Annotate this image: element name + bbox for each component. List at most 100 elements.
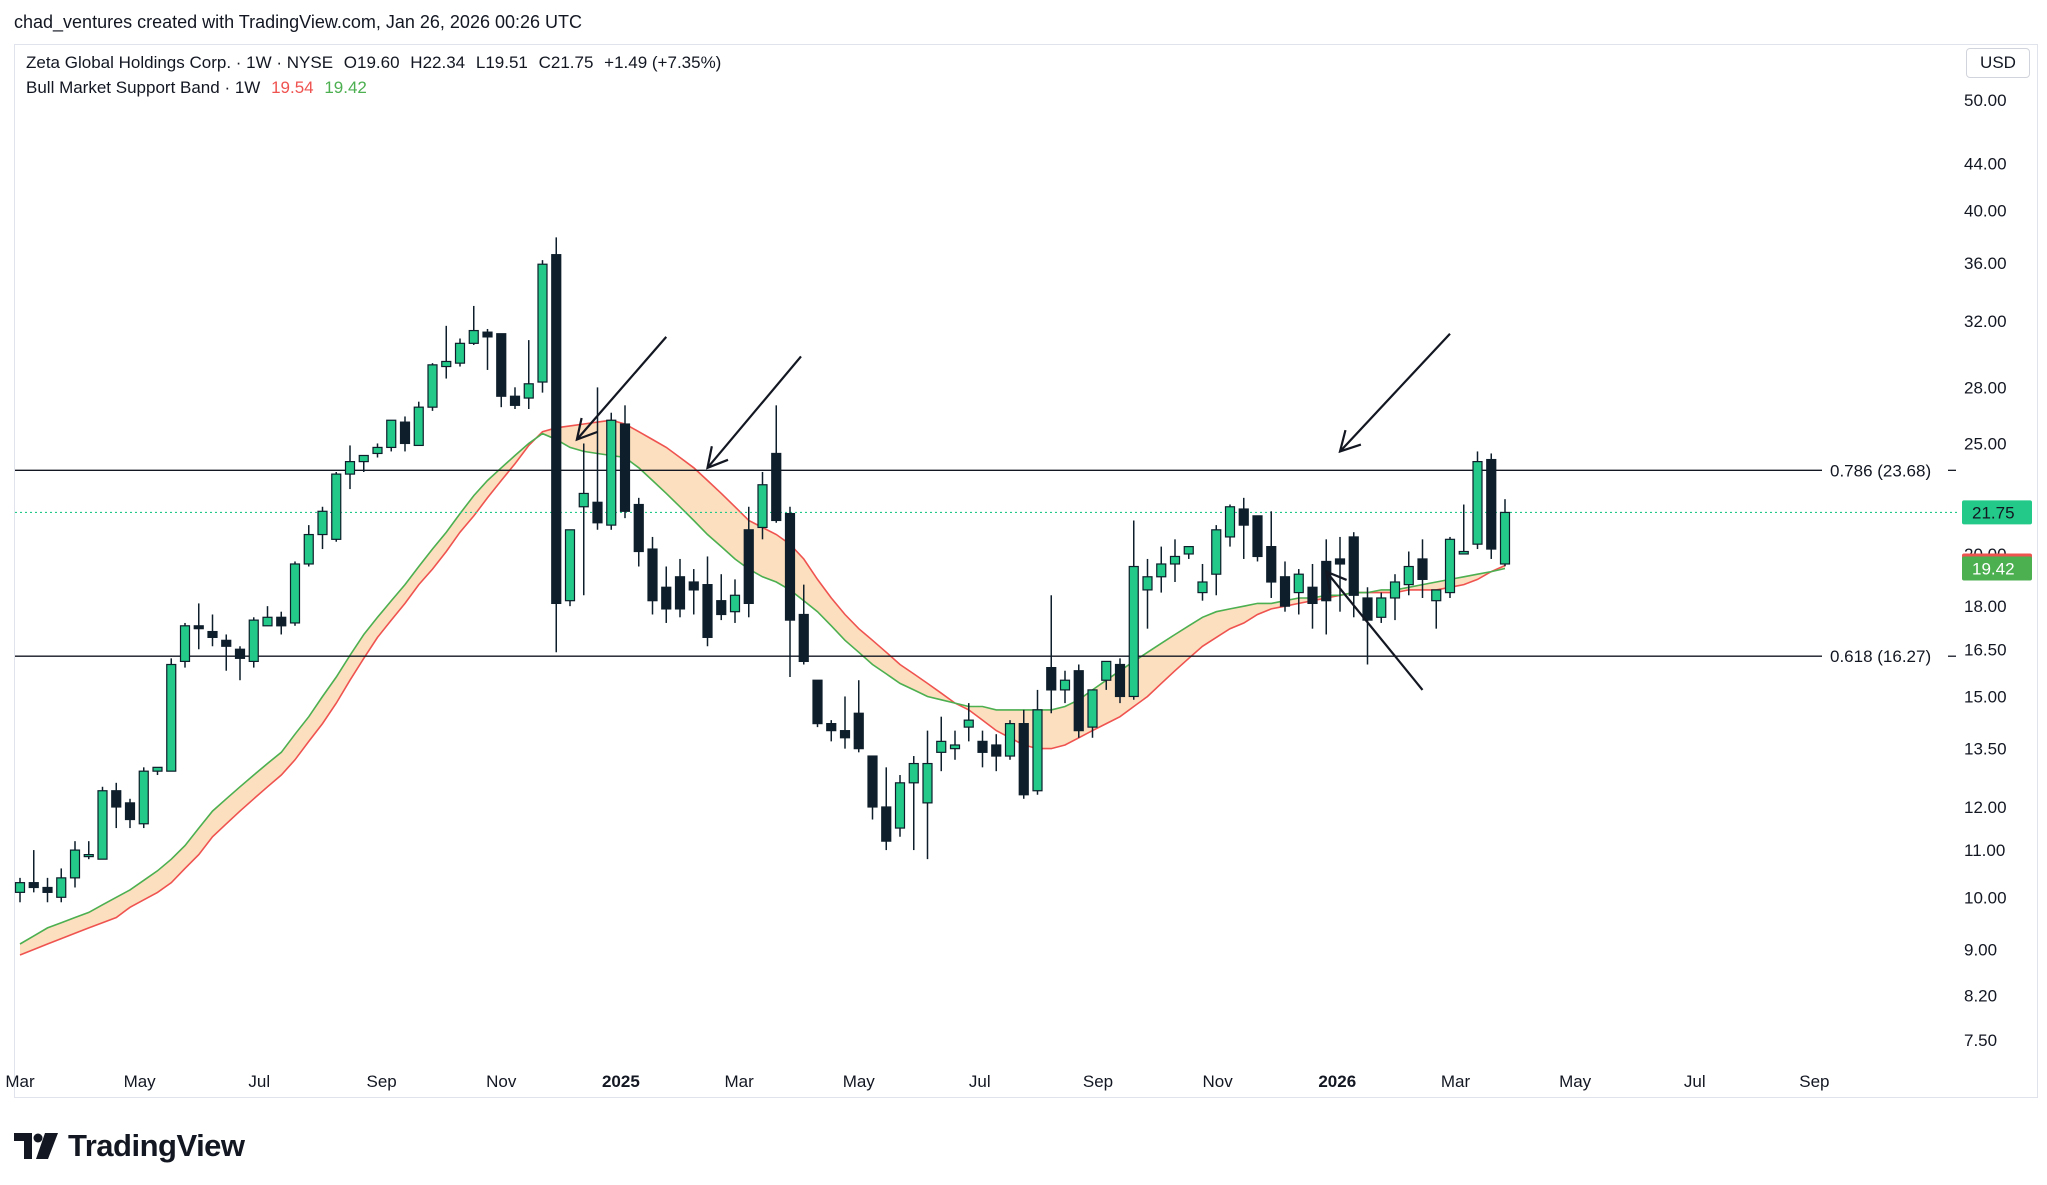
arrow-head <box>575 417 598 442</box>
arrow-head <box>1324 569 1348 594</box>
candle-body-up <box>1458 550 1469 555</box>
candle <box>523 340 534 410</box>
legend-symbol: Zeta Global Holdings Corp. · 1W · NYSE <box>26 53 334 72</box>
x-axis-tick-label: 2025 <box>602 1072 640 1091</box>
candle-body-up <box>1142 576 1153 591</box>
candle <box>56 868 67 903</box>
candle-body-up <box>963 719 974 728</box>
candle <box>1348 532 1359 618</box>
annotation-arrow <box>1324 569 1424 691</box>
candle <box>221 634 232 671</box>
candle-body-up <box>1032 709 1043 792</box>
candle <box>1087 689 1098 738</box>
candle-body-down <box>688 581 699 591</box>
legend-close: C21.75 <box>538 53 594 72</box>
candle <box>509 387 521 410</box>
x-axis-tick-label: Mar <box>1441 1072 1471 1091</box>
candle-body-up <box>248 619 259 663</box>
chart-legend: Zeta Global Holdings Corp. · 1W · NYSE O… <box>26 50 721 100</box>
candle-body-up <box>564 529 576 602</box>
candle <box>234 646 246 681</box>
candle-body-down <box>1073 670 1084 732</box>
candle <box>1321 539 1332 635</box>
candle-body-down <box>482 331 493 338</box>
currency-button[interactable]: USD <box>1966 48 2030 78</box>
legend-indicator-name: Bull Market Support Band · 1W <box>26 78 261 97</box>
candle-body-down <box>42 886 53 893</box>
candle <box>661 566 672 623</box>
x-axis-tick-label: Mar <box>724 1072 754 1091</box>
candle-body-down <box>28 882 39 889</box>
candle <box>386 419 397 452</box>
candle-body-up <box>303 533 314 565</box>
candle <box>427 363 438 411</box>
candle-body-down <box>661 586 672 610</box>
candle-body-down <box>276 616 287 627</box>
x-axis-tick-label: May <box>1559 1072 1592 1091</box>
candle <box>1376 592 1387 623</box>
candle-body-up <box>757 484 768 529</box>
candle-body-down <box>1334 558 1346 565</box>
brand-text: TradingView <box>68 1128 245 1163</box>
candle-body-down <box>399 421 411 445</box>
y-axis-tick-label: 13.50 <box>1964 740 2007 759</box>
candle-body-up <box>358 454 369 463</box>
candle <box>1252 515 1263 562</box>
candle-body-up <box>14 882 26 893</box>
fib-level-label: 0.786 (23.68) <box>1830 461 1931 480</box>
candle-body-down <box>592 501 603 524</box>
x-axis-tick-label: Sep <box>1799 1072 1829 1091</box>
candle <box>812 679 823 728</box>
price-badge <box>1962 500 2032 525</box>
candle-body-up <box>1128 565 1139 698</box>
candle-body-down <box>1279 576 1291 607</box>
arrow-head <box>1338 429 1362 454</box>
arrow-head <box>706 446 729 470</box>
candle-body-down <box>812 679 823 725</box>
candle <box>152 766 163 776</box>
candle <box>716 574 727 621</box>
candle <box>702 556 713 647</box>
candle-body-up <box>1087 689 1098 728</box>
candle <box>303 525 314 567</box>
attribution-text: chad_ventures created with TradingView.c… <box>14 12 583 32</box>
candle <box>138 767 149 829</box>
candle-body-down <box>881 806 892 842</box>
candle <box>1032 689 1043 795</box>
candle-body-down <box>1348 536 1359 596</box>
candle-body-down <box>1266 545 1277 583</box>
candle-body-down <box>1018 723 1029 796</box>
candle <box>1472 451 1483 550</box>
candle-body-down <box>124 802 136 821</box>
candle-body-up <box>262 616 273 627</box>
candle <box>262 606 273 627</box>
candle <box>537 260 548 393</box>
candle <box>1197 563 1208 601</box>
candle-body-up <box>413 406 424 447</box>
candle-body-down <box>839 730 851 739</box>
candle-body-up <box>166 663 177 772</box>
x-axis-tick-label: May <box>124 1072 157 1091</box>
candle <box>826 720 837 742</box>
legend-low: L19.51 <box>475 53 528 72</box>
legend-high: H22.34 <box>410 53 466 72</box>
y-axis-tick-label: 32.00 <box>1964 312 2007 331</box>
x-axis-tick-label: Sep <box>1083 1072 1113 1091</box>
candle <box>867 755 878 820</box>
candle-body-down <box>221 639 232 647</box>
candle <box>908 756 919 851</box>
candle-body-up <box>372 446 383 455</box>
candle <box>1224 504 1236 547</box>
candle-body-up <box>1211 529 1222 575</box>
candle-body-up <box>69 849 81 879</box>
tradingview-brand[interactable]: TradingView <box>14 1128 245 1164</box>
candle <box>771 405 782 523</box>
price-badge-label: 21.75 <box>1972 503 2015 522</box>
x-axis-tick-label: May <box>843 1072 876 1091</box>
price-badge <box>1962 556 2032 581</box>
candle <box>1183 545 1194 559</box>
candle-body-up <box>152 766 163 772</box>
candle <box>1114 658 1126 704</box>
candle <box>1128 520 1139 700</box>
